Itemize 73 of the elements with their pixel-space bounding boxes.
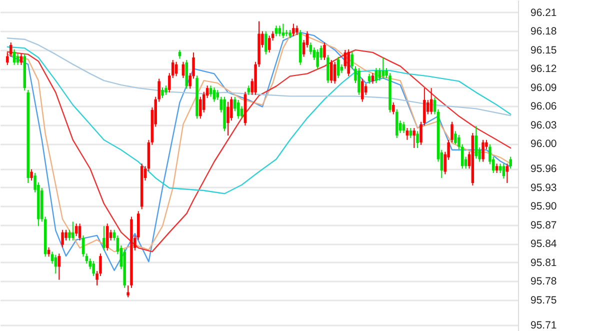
candlestick	[20, 53, 23, 66]
y-tick-label: 96.18	[530, 26, 557, 38]
candlestick	[498, 163, 502, 174]
candlestick	[61, 229, 64, 248]
candlestick	[226, 101, 230, 136]
candlestick	[64, 229, 68, 241]
line-series	[6, 37, 512, 116]
candlestick	[330, 59, 333, 84]
candlestick	[247, 85, 250, 96]
candlestick	[450, 121, 454, 143]
y-tick-label: 95.90	[530, 200, 557, 213]
y-tick-label: 96.06	[530, 100, 557, 113]
candlestick	[296, 25, 298, 36]
candlestick	[406, 128, 409, 140]
candlestick	[292, 23, 295, 37]
line-series	[6, 46, 512, 194]
candlestick	[264, 30, 268, 55]
y-tick-label: 95.78	[530, 276, 557, 288]
candlestick	[361, 78, 364, 102]
candlestick	[350, 51, 354, 70]
candlestick	[12, 48, 16, 66]
candlestick	[326, 54, 330, 84]
candlestick	[16, 53, 20, 66]
candlestick	[368, 73, 371, 84]
y-tick-label: 96.21	[530, 6, 557, 19]
candlestick	[409, 128, 412, 139]
candlestick	[502, 163, 506, 180]
y-tick-label: 96.00	[530, 138, 557, 150]
candlestick	[347, 48, 350, 77]
candlestick	[72, 221, 74, 241]
y-tick-label: 96.12	[530, 63, 557, 76]
candlestick	[126, 284, 130, 298]
y-tick-label: 95.81	[530, 256, 557, 269]
candlestick	[474, 126, 478, 160]
y-tick-label: 96.03	[530, 119, 557, 132]
candlestick	[482, 139, 484, 162]
candlestick	[374, 68, 378, 84]
y-tick-label: 95.93	[530, 182, 557, 194]
candlestick	[58, 253, 60, 280]
candlestick	[68, 229, 71, 241]
candlestick	[268, 35, 271, 53]
candlestick	[78, 223, 82, 241]
y-tick-label: 95.75	[530, 294, 557, 306]
candlestick	[199, 96, 202, 120]
candlestick	[30, 168, 33, 181]
candlestick	[185, 59, 188, 90]
candlestick	[509, 156, 512, 170]
candlestick	[212, 86, 216, 102]
candlestick	[323, 42, 326, 60]
y-tick-label: 96.09	[530, 82, 557, 94]
candlestick	[430, 88, 433, 115]
candlestick	[240, 106, 244, 120]
candlestick	[412, 128, 416, 149]
candlestick	[102, 226, 106, 251]
candlestick	[495, 163, 498, 174]
candlestick	[416, 130, 419, 149]
candlestick	[74, 223, 78, 237]
y-tick-label: 95.71	[530, 319, 557, 331]
candlestick	[106, 223, 109, 251]
candlestick	[164, 85, 168, 96]
y-tick-label: 95.84	[530, 238, 557, 250]
candlestick	[336, 56, 340, 79]
candlestick	[392, 102, 395, 115]
candlestick	[358, 68, 360, 96]
y-tick-label: 95.87	[530, 219, 557, 232]
candlestick	[382, 56, 384, 80]
candlestick	[161, 86, 164, 99]
candlestick	[395, 108, 398, 139]
y-tick-label: 95.96	[530, 163, 557, 176]
candlestick	[364, 83, 368, 96]
candlestick	[92, 260, 95, 277]
y-tick-label: 96.15	[530, 44, 557, 56]
candlestick	[316, 48, 319, 70]
